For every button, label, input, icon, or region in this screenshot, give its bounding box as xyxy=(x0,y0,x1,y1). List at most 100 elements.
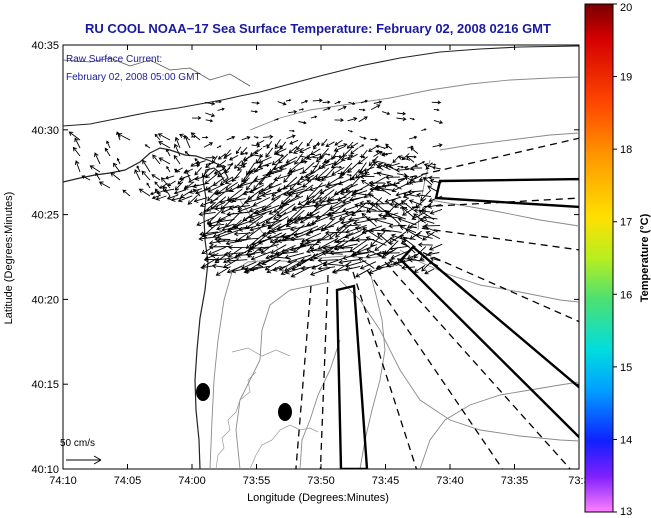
current-vector xyxy=(397,165,405,169)
current-vector xyxy=(122,189,131,197)
current-vector xyxy=(274,145,284,150)
x-axis-ticks: 74:10 74:05 74:00 73:55 73:50 73:45 73:40 73:35… xyxy=(49,45,590,487)
current-vector xyxy=(243,198,262,205)
current-vector xyxy=(409,155,417,159)
current-vector xyxy=(300,100,309,104)
current-vector xyxy=(427,203,442,209)
current-vector xyxy=(223,153,232,159)
current-vector xyxy=(296,174,314,186)
current-vector xyxy=(218,197,238,204)
current-vector xyxy=(370,104,381,110)
current-vector xyxy=(383,163,390,167)
colorbar-tick-label: 19 xyxy=(620,72,632,84)
current-vector xyxy=(365,248,385,259)
current-vector xyxy=(333,245,353,251)
current-vector xyxy=(253,161,260,164)
x-tick-label: 73:45 xyxy=(372,475,400,487)
current-vector xyxy=(253,136,259,139)
scale-arrow xyxy=(66,455,102,465)
current-vector xyxy=(376,186,392,196)
current-vector xyxy=(375,265,395,271)
current-vector xyxy=(337,143,348,148)
current-vector xyxy=(151,174,161,181)
annotation-line-1: Raw Surface Current: xyxy=(66,54,162,65)
north-shore-detail xyxy=(63,57,251,87)
current-vector xyxy=(340,155,353,162)
current-vector xyxy=(358,156,368,165)
current-vector xyxy=(250,110,259,114)
current-vector xyxy=(217,107,225,111)
current-vector xyxy=(422,215,438,220)
x-tick-label: 73:55 xyxy=(243,475,271,487)
current-vector xyxy=(210,253,226,259)
figure-title: RU COOL NOAA−17 Sea Surface Temperature:… xyxy=(85,21,551,36)
current-vector xyxy=(238,164,246,168)
current-vector xyxy=(410,165,423,171)
current-vector xyxy=(155,195,167,201)
current-vector xyxy=(275,153,285,158)
current-vector xyxy=(224,176,240,185)
current-vector xyxy=(191,163,201,168)
y-tick-label: 40:35 xyxy=(31,40,59,52)
x-tick-label: 73:35 xyxy=(501,475,529,487)
current-vector xyxy=(207,189,218,202)
current-vector xyxy=(359,261,377,270)
current-vector xyxy=(227,226,250,233)
current-vector xyxy=(322,100,331,104)
x-axis-label: Longitude (Degrees:Minutes) xyxy=(247,492,389,504)
current-vector xyxy=(334,139,343,146)
current-vector xyxy=(264,259,281,271)
current-vector xyxy=(345,260,367,268)
current-vector xyxy=(187,194,199,205)
colorbar-tick-label: 18 xyxy=(620,144,632,156)
current-vector xyxy=(366,200,383,213)
current-vector xyxy=(407,189,424,195)
current-vector xyxy=(372,161,384,171)
current-vector xyxy=(185,169,191,181)
current-vector xyxy=(164,175,175,180)
y-axis-ticks: 40:35 40:30 40:25 40:20 40:15 40:10 xyxy=(31,40,579,476)
current-vector xyxy=(361,179,379,192)
north-shore xyxy=(63,45,579,127)
current-vector xyxy=(377,213,401,219)
current-vector xyxy=(240,151,249,156)
current-vector xyxy=(329,201,352,212)
current-vector xyxy=(216,238,240,244)
current-vector xyxy=(205,162,212,166)
current-vector xyxy=(287,188,312,197)
current-vector xyxy=(296,141,303,151)
current-vector xyxy=(174,136,181,149)
current-vector xyxy=(154,133,161,141)
current-vector xyxy=(173,143,181,157)
current-vector xyxy=(397,111,407,116)
current-vector xyxy=(253,154,264,159)
current-vector xyxy=(276,182,298,192)
current-vector xyxy=(154,188,161,197)
current-vector xyxy=(369,227,392,233)
current-vector xyxy=(317,266,336,271)
current-vector xyxy=(428,195,443,203)
current-vector xyxy=(274,118,279,121)
current-vector xyxy=(254,147,263,155)
current-vector xyxy=(426,251,440,257)
current-vector xyxy=(326,196,347,204)
current-vector xyxy=(166,165,171,173)
current-vector xyxy=(359,108,366,112)
current-vector xyxy=(310,148,321,156)
current-vector xyxy=(270,190,291,201)
current-vector xyxy=(431,163,437,166)
current-vector xyxy=(354,203,377,211)
current-vector xyxy=(416,192,432,198)
current-vector xyxy=(346,174,353,177)
current-vector xyxy=(74,137,81,149)
current-vector xyxy=(373,151,383,157)
current-vector xyxy=(217,153,226,160)
current-vector xyxy=(217,167,231,178)
current-vector xyxy=(214,189,234,196)
current-vector xyxy=(251,238,271,246)
shelf-contour-detail xyxy=(215,347,319,469)
current-vector xyxy=(248,167,264,174)
current-vector xyxy=(324,181,345,189)
current-vector xyxy=(136,165,141,173)
current-vector xyxy=(429,178,442,184)
